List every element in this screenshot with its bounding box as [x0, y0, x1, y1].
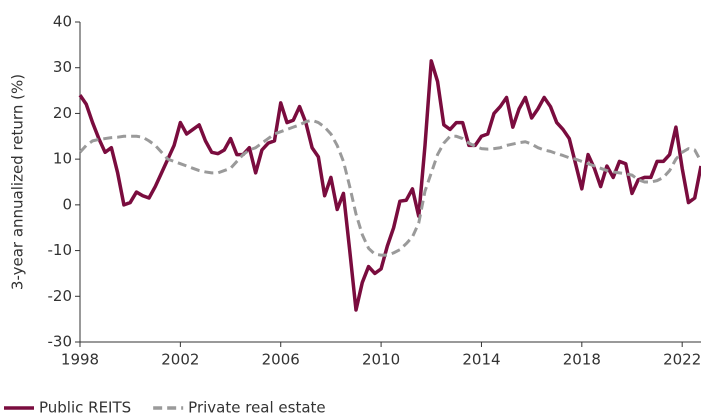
legend-label: Public REITS [39, 399, 131, 417]
x-tick-label: 2014 [462, 351, 500, 369]
series-line [78, 59, 701, 312]
x-tick-label: 1998 [61, 351, 99, 369]
series-line [78, 118, 701, 257]
y-tick-label: 30 [53, 58, 72, 76]
y-axis-label: 3-year annualized return (%) [9, 74, 27, 290]
x-tick-label: 2018 [563, 351, 601, 369]
y-tick-label: 40 [53, 13, 72, 31]
y-tick-label: -30 [48, 333, 73, 351]
y-tick-label: 0 [62, 195, 72, 213]
y-tick-label: -20 [48, 287, 73, 305]
y-tick-label: 20 [53, 104, 72, 122]
y-tick-label: -10 [48, 241, 73, 259]
x-tick-label: 2002 [161, 351, 199, 369]
x-tick-label: 2010 [362, 351, 400, 369]
x-tick-label: 2006 [262, 351, 300, 369]
x-tick-label: 2022 [663, 351, 701, 369]
legend-label: Private real estate [188, 399, 325, 417]
y-tick-label: 10 [53, 150, 72, 168]
